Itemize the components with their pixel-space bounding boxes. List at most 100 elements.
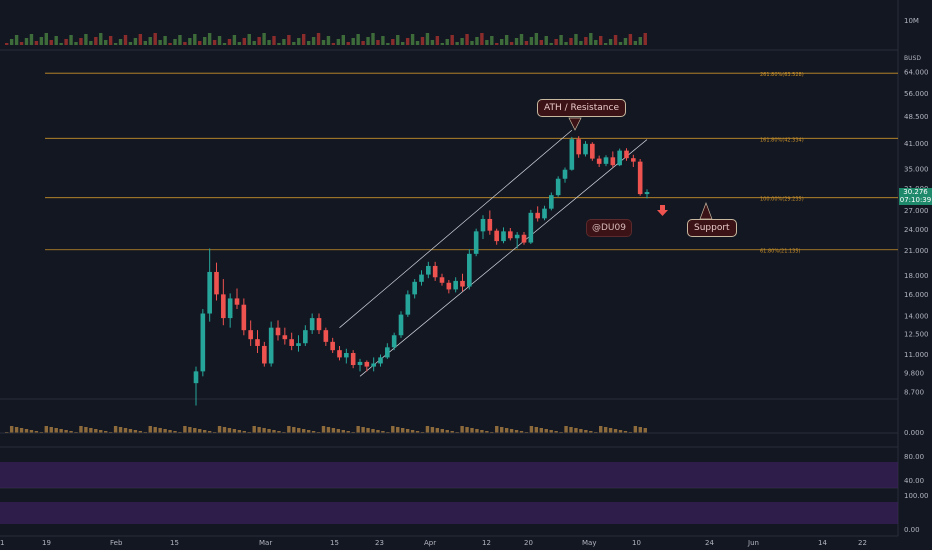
volume-bar (361, 41, 365, 45)
volume-bar (435, 36, 440, 45)
fib-retracement[interactable]: 261.80%(63.528) 161.80%(42.334) 100.00%(29… (45, 72, 898, 255)
candle-body (555, 178, 561, 196)
macd-histogram-bar (633, 426, 638, 433)
volume-bar (589, 33, 593, 45)
volume-bar (410, 34, 415, 45)
time-axis-label: 14 (818, 539, 827, 547)
candle-body (521, 234, 527, 243)
volume-bar (64, 39, 68, 45)
volume-bar (544, 36, 548, 45)
volume-bar (603, 43, 608, 45)
volume-bar (168, 43, 172, 45)
macd-histogram-bar (410, 430, 415, 433)
volume-bar (549, 43, 553, 45)
volume-bar (351, 38, 355, 45)
macd-histogram-bar (168, 430, 172, 433)
volume-bar (425, 33, 430, 45)
time-axis-label: 1 (0, 539, 4, 547)
macd-histogram-bar (539, 428, 543, 433)
candle-body (200, 313, 206, 372)
candle-body (309, 318, 315, 331)
macd-histogram-bar (252, 426, 256, 433)
stoch-rsi-pane (0, 502, 898, 524)
macd-histogram-bar (163, 429, 167, 433)
macd-histogram-bar (396, 427, 400, 433)
macd-histogram-bar (569, 427, 573, 433)
macd-histogram-bar (193, 428, 197, 433)
macd-histogram-bar (500, 427, 504, 433)
volume-bar (306, 41, 311, 45)
volume-bar (217, 36, 222, 45)
volume-axis-label: 10M (904, 17, 919, 25)
candle-body (528, 212, 534, 243)
time-axis-label: Apr (424, 539, 436, 547)
candlestick-series (193, 136, 650, 406)
macd-histogram-bar (475, 429, 479, 433)
macd-histogram-bar (574, 428, 578, 433)
macd-histogram-bar (232, 429, 237, 433)
candle-body (569, 139, 575, 170)
volume-bar (366, 37, 370, 45)
volume-bar (178, 35, 182, 45)
time-axis-label: 19 (42, 539, 51, 547)
candle-body (405, 294, 411, 315)
macd-histogram-bar (24, 429, 29, 433)
ath-resistance-callout[interactable]: ATH / Resistance (537, 99, 626, 117)
symbol-label: BUSD (904, 55, 921, 62)
time-axis-label: 23 (375, 539, 384, 547)
macd-histogram-bar (14, 427, 19, 433)
candle-body (193, 371, 199, 384)
macd-histogram-bar (336, 429, 341, 433)
price-axis-label: 11.000 (904, 351, 929, 359)
volume-bar (163, 36, 167, 45)
time-axis-label: May (582, 539, 596, 547)
candle-body (549, 195, 554, 209)
volume-bar (222, 43, 227, 45)
volume-bar (54, 36, 58, 45)
macd-histogram-bar (430, 427, 435, 433)
volume-bar (29, 34, 34, 45)
support-callout[interactable]: Support (687, 219, 737, 237)
volume-bar (44, 33, 48, 45)
support-pointer (699, 202, 713, 220)
volume-bar (445, 39, 449, 45)
volume-bar (455, 42, 459, 45)
ath-pointer (568, 117, 582, 131)
macd-histogram-bar (529, 426, 534, 433)
macd-axis-label: 0.000 (904, 429, 924, 437)
volume-bar (618, 42, 623, 45)
candle-body (644, 192, 650, 195)
macd-histogram-bar (618, 430, 623, 433)
macd-histogram-bar (183, 426, 187, 433)
macd-histogram-bar (99, 430, 103, 433)
candle-body (535, 212, 540, 219)
trend-channel[interactable] (339, 130, 648, 377)
macd-histogram-bar (519, 431, 524, 433)
volume-bar (504, 35, 509, 45)
macd-histogram-bar (272, 430, 276, 433)
price-axis-label: 16.000 (904, 291, 929, 299)
macd-histogram-bar (29, 430, 34, 433)
volume-bar (316, 33, 321, 45)
volume-bar (460, 38, 464, 45)
author-watermark: @DU09 (586, 219, 632, 237)
candle-body (234, 298, 240, 305)
macd-histogram-bar (534, 427, 539, 433)
macd-histogram-bar (104, 431, 108, 433)
macd-histogram-bar (564, 426, 568, 433)
volume-bar (5, 43, 9, 45)
candle-body (316, 318, 322, 331)
volume-bar (267, 40, 271, 45)
volume-bar (500, 39, 504, 45)
macd-histogram-bar (222, 427, 227, 433)
volume-bar (59, 43, 63, 45)
volume-bar (524, 41, 529, 45)
macd-histogram-bar (599, 426, 603, 433)
rsi-axis-label: 40.00 (904, 477, 924, 485)
volume-bar (396, 35, 400, 45)
macd-histogram-bar (589, 431, 593, 433)
volume-bar (480, 33, 484, 45)
price-axis-label: 8.700 (904, 389, 924, 397)
volume-bar (198, 41, 202, 45)
